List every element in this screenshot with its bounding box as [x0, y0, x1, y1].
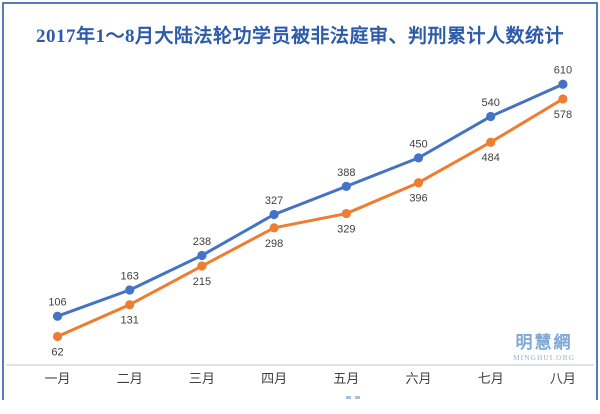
data-point-orange-line: [125, 300, 135, 310]
data-label-blue-line: 163: [121, 270, 139, 282]
x-axis-label: 三月: [189, 371, 215, 386]
data-point-blue-line: [197, 250, 207, 261]
minghui-logo: 明慧網: [515, 333, 573, 352]
data-label-orange-line: 215: [193, 276, 211, 288]
chart-page: { "chart_data": { "type": "line", "title…: [0, 0, 600, 400]
data-label-blue-line: 238: [193, 236, 211, 248]
data-point-orange-line: [341, 208, 351, 219]
x-axis-label: 六月: [405, 371, 431, 386]
series-line-blue-line: [56, 82, 565, 318]
data-label-orange-line: 396: [409, 193, 427, 205]
x-axis-label: 七月: [478, 371, 504, 386]
x-axis-label: 五月: [333, 371, 359, 386]
data-label-orange-line: 329: [337, 224, 355, 236]
chart-frame: 2017年1～8月大陆法轮功学员被非法庭审、判刑累计人数统计: [2, 2, 598, 400]
x-axis-label: 一月: [44, 371, 70, 386]
data-point-blue-line: [341, 181, 351, 192]
data-point-orange-line: [197, 261, 207, 271]
series-line-orange-line: [56, 97, 565, 338]
data-label-orange-line: 62: [51, 346, 63, 358]
data-point-blue-line: [269, 209, 279, 220]
cutoff-text-fragment: [346, 396, 366, 400]
line-chart: 一月 二月 三月 四月 五月 六月 七月 八月 106 163 238 327 388 450 540 610…: [6, 65, 594, 386]
data-point-blue-line: [486, 111, 496, 122]
data-label-blue-line: 450: [409, 138, 427, 150]
data-point-blue-line: [52, 311, 63, 321]
data-label-orange-line: 484: [482, 152, 500, 164]
data-label-orange-line: 298: [265, 238, 283, 250]
data-point-blue-line: [558, 79, 568, 89]
data-label-blue-line: 388: [337, 167, 355, 179]
chart-title: 2017年1～8月大陆法轮功学员被非法庭审、判刑累计人数统计: [35, 26, 564, 47]
data-label-orange-line: 131: [121, 315, 139, 327]
data-label-blue-line: 610: [554, 65, 572, 77]
minghui-logo-subtext: MINGHUI.ORG: [512, 353, 575, 362]
data-label-blue-line: 540: [482, 97, 500, 109]
x-axis-label: 二月: [117, 371, 143, 386]
data-label-blue-line: 327: [265, 195, 283, 207]
data-label-orange-line: 578: [554, 109, 572, 121]
data-point-orange-line: [558, 94, 568, 104]
data-point-orange-line: [486, 137, 496, 147]
data-point-orange-line: [52, 331, 63, 342]
data-label-blue-line: 106: [48, 297, 66, 309]
data-point-orange-line: [413, 178, 424, 188]
minghui-watermark: 明慧網 MINGHUI.ORG: [513, 334, 575, 362]
data-point-blue-line: [413, 153, 424, 163]
data-point-blue-line: [125, 285, 135, 295]
x-axis-label: 八月: [550, 371, 576, 386]
x-axis-label: 四月: [261, 371, 287, 386]
data-point-orange-line: [269, 223, 279, 233]
